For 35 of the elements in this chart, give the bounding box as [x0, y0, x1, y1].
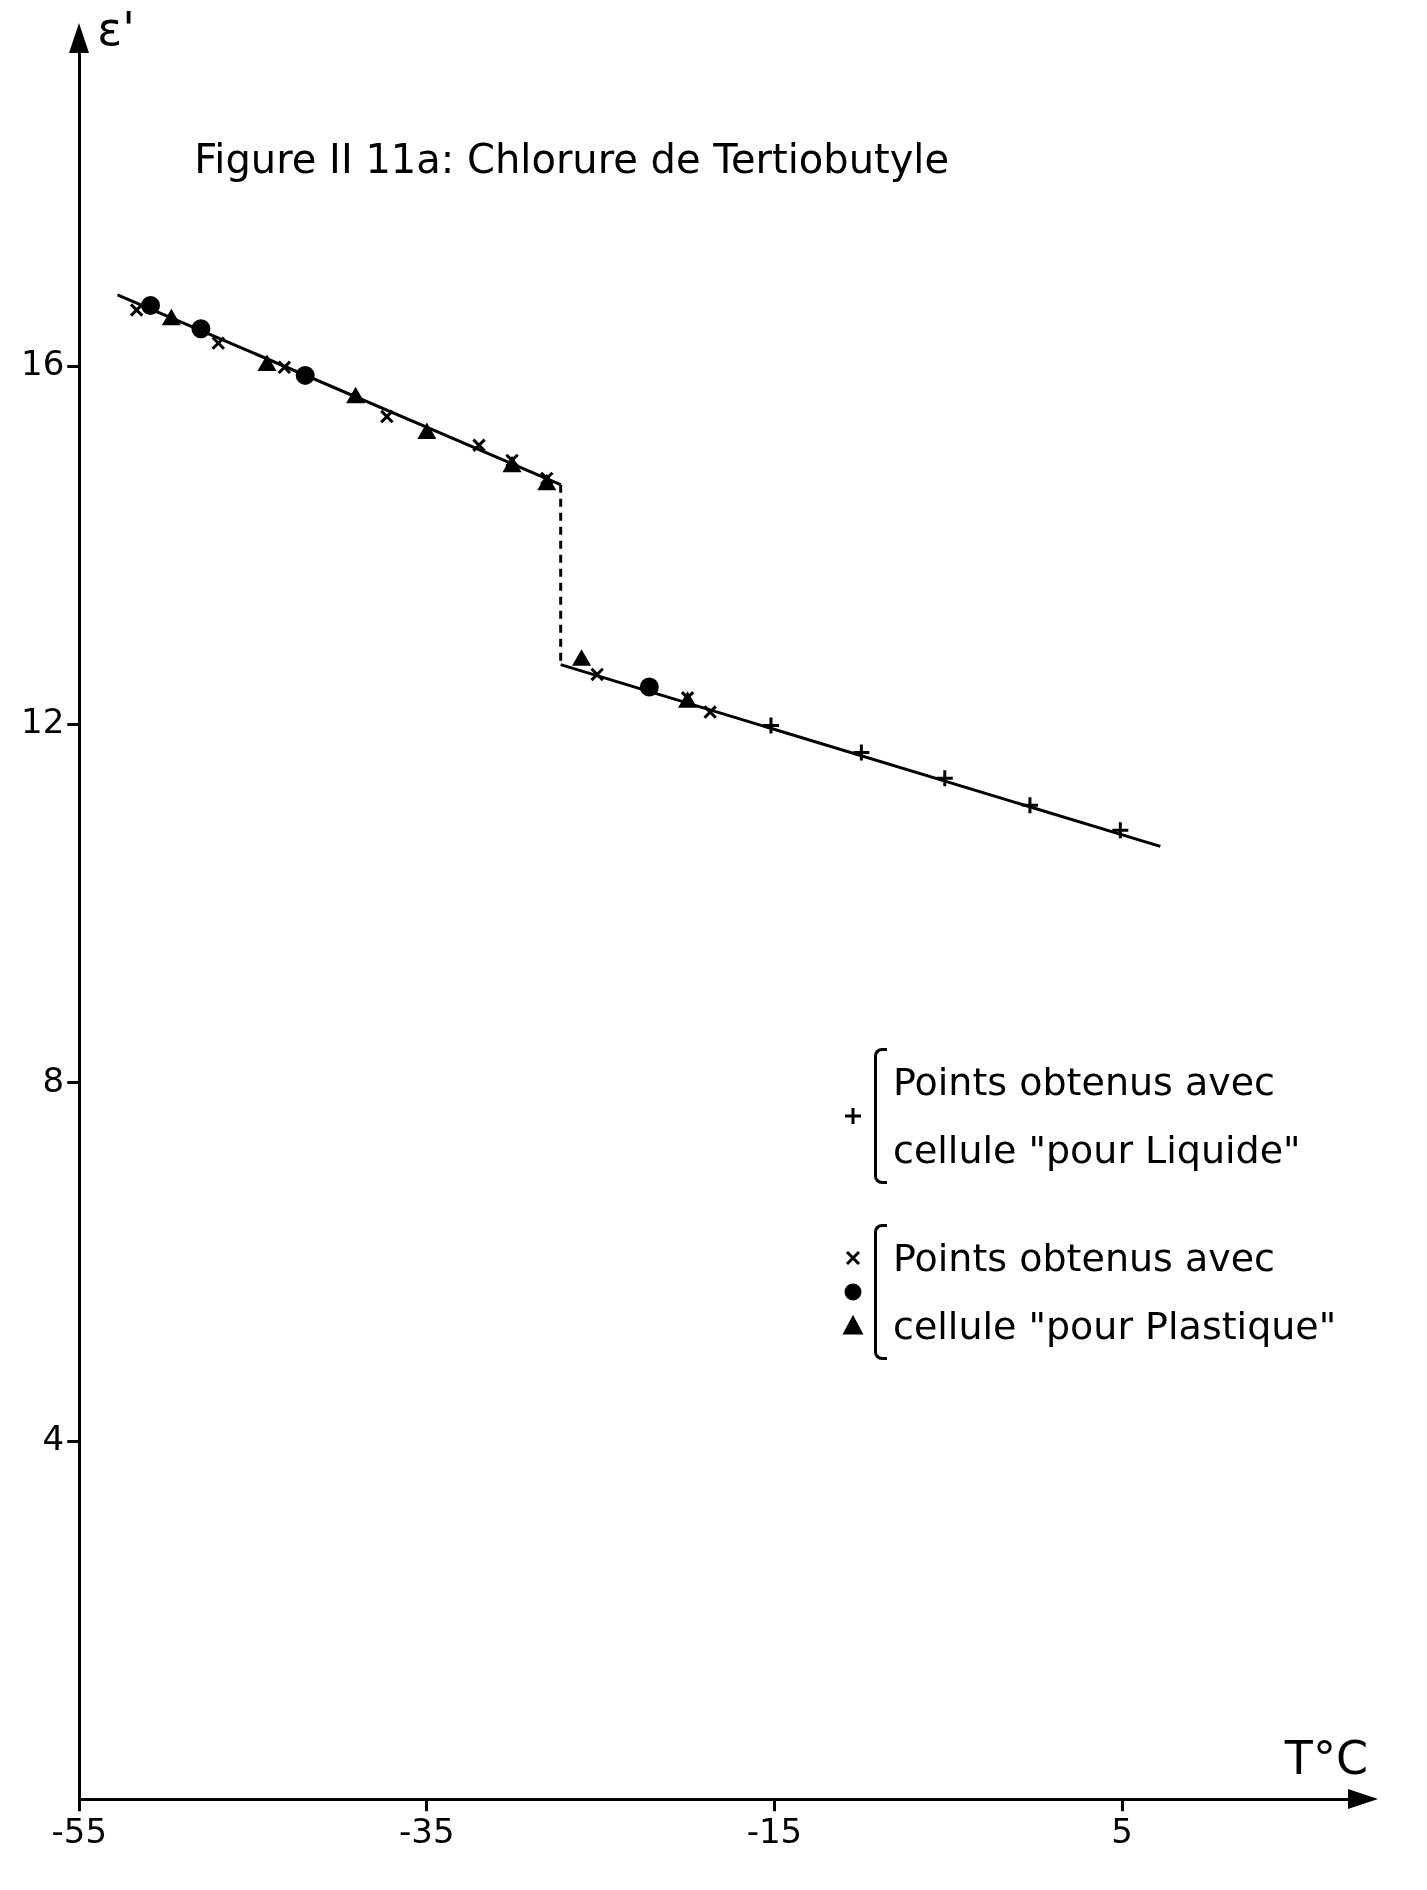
- point: [639, 677, 659, 697]
- point: [211, 335, 226, 351]
- point: [129, 302, 144, 318]
- point: [379, 409, 395, 424]
- point: [471, 438, 487, 453]
- y-tick-label: 4: [42, 1417, 65, 1458]
- point: [277, 360, 292, 375]
- y-axis-title: ε': [97, 1, 135, 56]
- x-tick-label: -15: [746, 1811, 803, 1852]
- x-tick-label: -55: [51, 1811, 108, 1852]
- legend-label: Points obtenus avec cellule "pour Plastique": [893, 1235, 1338, 1350]
- point: [1020, 795, 1040, 815]
- x-tick-label: -35: [399, 1811, 455, 1852]
- point: [573, 650, 590, 666]
- point: [418, 424, 436, 440]
- point: [347, 388, 365, 404]
- y-tick-label: 8: [42, 1059, 65, 1100]
- legend-label: Points obtenus avec cellule "pour Liquide": [893, 1059, 1302, 1174]
- y-tick-label: 16: [21, 343, 65, 384]
- y-tick-label: 12: [21, 701, 65, 742]
- point: [258, 356, 276, 372]
- point: [761, 716, 781, 736]
- x-axis-title: T°C: [1283, 1731, 1368, 1786]
- point: [851, 742, 871, 762]
- point: [162, 310, 180, 326]
- point: [295, 365, 315, 385]
- point: [504, 453, 520, 468]
- point: [191, 319, 211, 339]
- text: Figure II 11a: Chlorure de Tertiobutyle: [194, 136, 950, 183]
- point: [590, 667, 605, 682]
- point: [1110, 820, 1130, 840]
- point: [141, 296, 161, 316]
- point: [703, 704, 718, 720]
- point: [935, 768, 955, 788]
- x-tick-label: 5: [1111, 1811, 1133, 1852]
